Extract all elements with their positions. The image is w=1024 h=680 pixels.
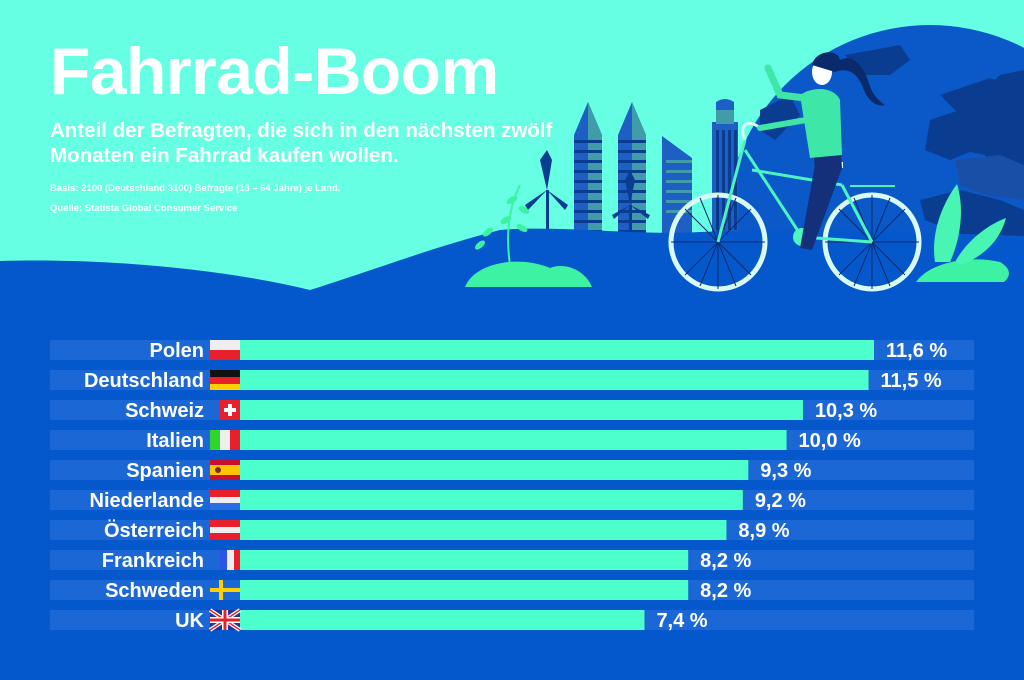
bar: [240, 610, 645, 630]
flag-sweden-icon: [210, 580, 240, 600]
flag-part: [210, 340, 240, 350]
bar-row: Italien 10,0 %: [50, 430, 974, 452]
flag-italy-icon: [210, 430, 240, 450]
bar-row: Polen 11,6 %: [50, 340, 974, 362]
value-label: 7,4 %: [656, 610, 707, 632]
bar: [240, 490, 743, 510]
flag-part: [210, 533, 240, 540]
value-label: 11,6 %: [886, 340, 947, 362]
flag-part: [210, 618, 240, 622]
category-label: Österreich: [104, 519, 204, 542]
source-note: Quelle: Statista Global Consumer Service: [50, 203, 238, 214]
category-label: Spanien: [126, 460, 204, 482]
page-title: Fahrrad-Boom: [50, 34, 499, 108]
flag-part: [215, 467, 221, 473]
value-label: 8,2 %: [700, 580, 751, 602]
cyclist-icon: [757, 52, 885, 250]
flag-part: [210, 460, 240, 465]
flag-part: [210, 503, 240, 510]
bar-row: Frankreich 8,2 %: [50, 550, 974, 572]
bar: [240, 430, 787, 450]
flag-part: [220, 550, 227, 570]
value-label: 11,5 %: [881, 370, 942, 392]
bar-row: Schweiz 10,3 %: [50, 400, 974, 422]
flag-part: [219, 580, 223, 600]
bar-row: Schweden 8,2 %: [50, 580, 974, 602]
flag-germany-icon: [210, 370, 240, 390]
flag-part: [210, 588, 240, 592]
bar-row: UK 7,4 %: [50, 608, 974, 632]
plant-icon: [465, 184, 1009, 287]
page-subtitle: Anteil der Befragten, die sich in den nä…: [50, 119, 553, 167]
bar: [240, 550, 689, 570]
flag-part: [230, 430, 240, 450]
flag-part: [210, 370, 240, 377]
bar: [240, 340, 874, 360]
category-label: Italien: [146, 430, 204, 452]
bar: [240, 370, 869, 390]
bar-row: Deutschland 11,5 %: [50, 370, 974, 392]
flag-part: [227, 550, 234, 570]
flag-part: [210, 520, 240, 527]
flag-part: [224, 408, 236, 412]
flag-netherlands-icon: [210, 490, 240, 510]
value-label: 8,2 %: [700, 550, 751, 572]
value-label: 9,2 %: [755, 490, 806, 512]
flag-part: [234, 550, 240, 570]
value-label: 10,3 %: [815, 400, 877, 422]
flag-part: [210, 377, 240, 384]
bar-row: Niederlande 9,2 %: [50, 490, 974, 512]
flag-part: [210, 475, 240, 480]
flag-part: [210, 490, 240, 497]
category-label: Schweiz: [125, 400, 204, 422]
category-label: Schweden: [105, 580, 204, 602]
bar-row: Österreich 8,9 %: [50, 519, 974, 542]
category-label: Niederlande: [90, 490, 204, 512]
bar: [240, 460, 749, 480]
flag-poland-icon: [210, 340, 240, 360]
flag-uk-icon: [208, 608, 242, 632]
flag-part: [210, 384, 240, 390]
value-label: 8,9 %: [738, 520, 789, 542]
flag-part: [210, 430, 220, 450]
category-label: Frankreich: [102, 550, 204, 572]
flag-switzerland-icon: [220, 400, 240, 420]
category-label: UK: [175, 610, 204, 632]
flag-austria-icon: [210, 520, 240, 540]
flag-part: [210, 465, 240, 475]
bar-row: Spanien 9,3 %: [50, 460, 974, 482]
flag-part: [210, 497, 240, 503]
basis-note: Basis: 2100 (Deutschland 3100) Befragte …: [50, 183, 341, 194]
flag-france-icon: [220, 550, 240, 570]
flag-part: [210, 350, 240, 360]
value-label: 10,0 %: [799, 430, 861, 452]
bar: [240, 580, 689, 600]
category-label: Deutschland: [84, 370, 204, 392]
bar: [240, 520, 727, 540]
flag-spain-icon: [210, 460, 240, 480]
category-label: Polen: [150, 340, 204, 362]
flag-part: [210, 527, 240, 533]
flag-part: [220, 430, 230, 450]
value-label: 9,3 %: [760, 460, 811, 482]
bar: [240, 400, 803, 420]
